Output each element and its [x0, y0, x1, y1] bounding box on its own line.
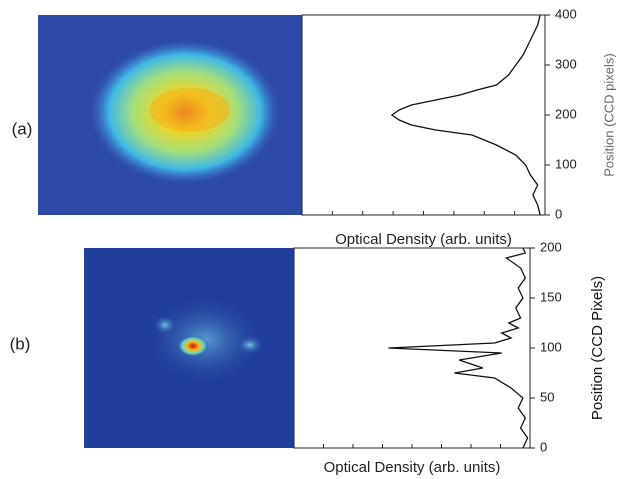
profile-line: [388, 248, 527, 448]
y-tick-label: 300: [555, 56, 577, 71]
image-b: [84, 248, 294, 448]
y-tick-label: 100: [540, 339, 562, 354]
y-axis-title: Position (CCD pixels): [601, 53, 616, 177]
y-tick-label: 150: [540, 289, 562, 304]
x-axis-title: Optical Density (arb. units): [324, 459, 501, 476]
y-tick-label: 200: [540, 239, 562, 254]
plot-frame: [302, 15, 545, 215]
y-tick-label: 0: [555, 206, 562, 221]
y-axis-title: Position (CCD Pixels): [589, 276, 606, 420]
panel-label: (a): [12, 119, 33, 138]
y-tick-label: 400: [555, 6, 577, 21]
x-axis-title: Optical Density (arb. units): [335, 231, 512, 248]
image-a: [38, 15, 302, 215]
y-tick-label: 200: [555, 106, 577, 121]
y-tick-label: 100: [555, 156, 577, 171]
panel-label: (b): [10, 334, 31, 353]
y-tick-label: 0: [540, 439, 547, 454]
plot-frame: [294, 248, 530, 448]
y-tick-label: 50: [540, 389, 554, 404]
profile-line: [392, 15, 540, 215]
figure: 0 100 200 300 400 Optical Density (arb. units…: [0, 0, 627, 479]
